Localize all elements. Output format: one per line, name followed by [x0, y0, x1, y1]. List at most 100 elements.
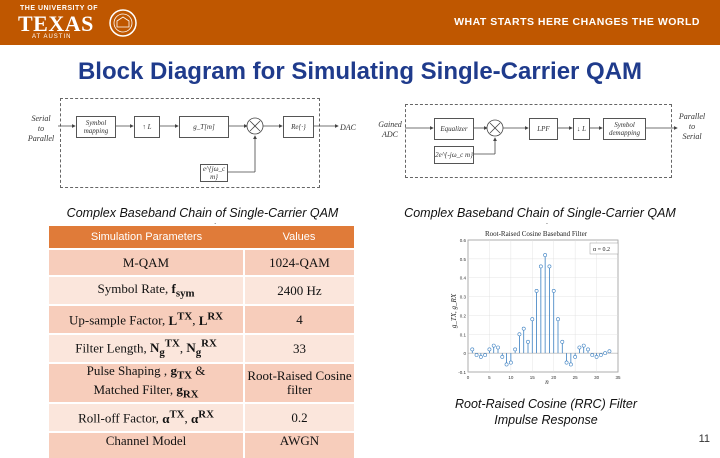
stem-marker: [543, 253, 548, 257]
stem-marker: [564, 360, 569, 365]
header-banner: THE UNIVERSITY OF TEXAS AT AUSTIN WHAT S…: [0, 0, 720, 45]
stem-marker: [526, 339, 530, 344]
stem-marker: [500, 355, 505, 359]
stem-marker: [598, 353, 603, 357]
tx-connectors: [58, 117, 339, 173]
param-upsample-factor: Up-sample Factor, LTX, LRX: [49, 304, 245, 334]
stem-marker: [603, 351, 608, 356]
transmitter-diagram: Serial to Parallel Symbol mapping ↑ L g_…: [20, 96, 356, 191]
plot-legend: α = 0.2: [593, 247, 610, 253]
page-number: 11: [698, 433, 710, 445]
tx-input-label: Serial to Parallel: [27, 114, 55, 143]
stem-marker: [483, 353, 488, 357]
table-row: Roll-off Factor, αTX, αRX 0.2: [49, 402, 354, 432]
value-upsample-factor: 4: [244, 304, 354, 334]
x-tick-label: 15: [530, 375, 536, 380]
stem-marker: [607, 349, 612, 354]
university-logo: TEXAS: [18, 11, 94, 36]
stem-marker: [478, 355, 483, 359]
tx-pulse-filter-block: g_T[m]: [179, 116, 229, 138]
table-header-values: Values: [244, 226, 354, 249]
x-tick-label: 10: [508, 375, 514, 380]
param-rolloff-factor: Roll-off Factor, αTX, αRX: [49, 402, 245, 432]
x-tick-label: 35: [615, 375, 621, 380]
rx-input-label: Gained ADC: [378, 120, 402, 139]
plot-frame: [467, 239, 619, 373]
rrc-impulse-plot: Root-Raised Cosine Baseband Filter g_TX,…: [450, 226, 622, 386]
stem-marker: [586, 347, 590, 352]
tx-upsample-block: ↑ L: [134, 116, 160, 138]
tx-symbol-mapping-block: Symbol mapping: [76, 116, 116, 138]
y-tick-label: 0.6: [460, 238, 467, 243]
y-tick-label: 0.4: [460, 276, 467, 281]
stem-marker: [568, 362, 573, 367]
plot-axes: -0.100.10.20.30.40.50.60 5 10 15 20 25 30 35: [458, 238, 621, 380]
tx-output-label: DAC: [340, 123, 356, 132]
plot-ylabel: g_TX, g_RX: [450, 293, 458, 328]
slogan-text: WHAT STARTS HERE CHANGES THE WORLD: [454, 16, 700, 28]
param-filter-length: Filter Length, NgTX, NgRX: [49, 333, 245, 363]
value-pulse-shaping: Root-Raised Cosine filter: [244, 362, 354, 403]
stem-marker: [513, 347, 518, 352]
value-filter-length: 33: [244, 333, 354, 363]
plot-caption: Root-Raised Cosine (RRC) Filter Impulse …: [455, 397, 637, 427]
tx-real-part-block: Re{·}: [283, 116, 314, 138]
stem-marker: [590, 353, 595, 357]
y-tick-label: 0.3: [460, 295, 467, 300]
stem-marker: [491, 343, 496, 348]
stem-marker: [577, 345, 582, 350]
rx-downsample-block: ↓ L: [573, 118, 590, 140]
stem-marker: [517, 332, 522, 337]
table-row: M-QAM 1024-QAM: [49, 248, 354, 276]
table-header-parameters: Simulation Parameters: [49, 226, 244, 249]
value-symbol-rate: 2400 Hz: [244, 275, 354, 305]
receiver-diagram: Gained ADC Equalizer LPF ↓ L Symbol dema…: [375, 96, 710, 191]
y-tick-label: 0.1: [460, 332, 467, 337]
plot-xlabel: n: [545, 378, 549, 386]
table-row: Filter Length, NgTX, NgRX 33: [49, 333, 354, 363]
stem-marker: [581, 343, 586, 348]
stem-marker: [504, 362, 509, 367]
param-mqam: M-QAM: [49, 248, 245, 276]
stem-marker: [534, 289, 539, 293]
param-symbol-rate: Symbol Rate, fsym: [49, 275, 245, 305]
plot-title: Root-Raised Cosine Baseband Filter: [485, 230, 588, 238]
value-rolloff-factor: 0.2: [244, 402, 354, 432]
rx-lpf-block: LPF: [529, 118, 558, 140]
stem-marker: [474, 353, 479, 357]
y-tick-label: 0: [463, 351, 466, 356]
table-row: Pulse Shaping , gTX & Matched Filter, gRX…: [49, 362, 354, 403]
param-pulse-shaping: Pulse Shaping , gTX & Matched Filter, gRX: [49, 362, 245, 403]
x-tick-label: 30: [594, 375, 600, 380]
y-tick-label: 0.2: [460, 313, 467, 318]
stem-marker: [573, 355, 578, 359]
x-tick-label: 25: [573, 375, 579, 380]
rx-connectors: [405, 119, 678, 155]
rx-output-label: Parallel to Serial: [678, 112, 706, 141]
y-tick-label: 0.5: [460, 257, 467, 262]
stem-marker: [496, 345, 500, 350]
rx-carrier-block: 2e^{-jω_c m}: [434, 146, 474, 164]
stem-marker: [508, 360, 513, 365]
tx-caption: Complex Baseband Chain of Single-Carrier…: [66, 206, 339, 224]
university-top-text: THE UNIVERSITY OF: [20, 5, 98, 12]
rx-equalizer-block: Equalizer: [434, 118, 474, 140]
university-seal-icon: [109, 9, 137, 37]
rx-dashed-box: [405, 104, 672, 178]
stem-marker: [530, 317, 535, 322]
table-row: Up-sample Factor, LTX, LRX 4: [49, 304, 354, 334]
stem-marker: [556, 317, 560, 322]
x-tick-label: 20: [551, 375, 557, 380]
plot-marks: [470, 253, 612, 367]
rrc-plot-svg: Root-Raised Cosine Baseband Filter g_TX,…: [450, 230, 621, 386]
stem-marker: [538, 264, 543, 269]
university-sub-text: AT AUSTIN: [32, 34, 72, 40]
value-mqam: 1024-QAM: [244, 248, 354, 276]
stem-marker: [560, 339, 565, 344]
param-channel-model: Channel Model: [49, 431, 245, 458]
table-row: Symbol Rate, fsym 2400 Hz: [49, 275, 354, 305]
rx-caption: Complex Baseband Chain of Single-Carrier…: [404, 206, 676, 224]
slide-title: Block Diagram for Simulating Single-Carr…: [77, 58, 643, 85]
stem-marker: [547, 264, 552, 269]
plot-legend-box: [589, 242, 619, 255]
